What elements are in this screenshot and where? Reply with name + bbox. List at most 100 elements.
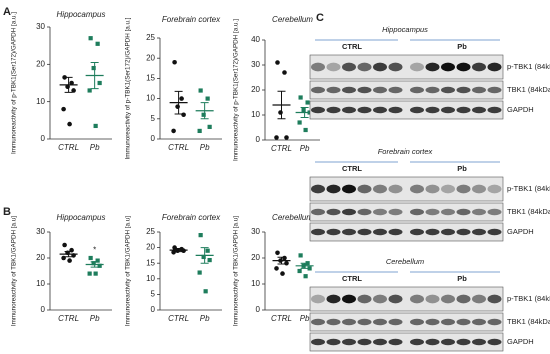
blot-row-label: TBK1 (84kDa) [507, 207, 550, 216]
data-point [298, 95, 303, 100]
blot-band [425, 208, 440, 216]
blot-band [388, 86, 403, 94]
data-point [282, 255, 287, 261]
data-point [301, 107, 306, 113]
data-point [274, 135, 279, 140]
blot-band [357, 184, 372, 194]
data-point [88, 36, 93, 41]
blot-band [441, 318, 455, 326]
y-tick-label: 0 [41, 305, 46, 314]
blot-band [388, 294, 403, 304]
blot-strip [309, 202, 504, 222]
group-label: Pb [457, 164, 467, 173]
data-point [93, 271, 98, 276]
blot-band [425, 228, 440, 236]
data-point [61, 106, 66, 112]
blot-row-label: TBK1 (84kDa) [507, 85, 550, 94]
data-point [197, 270, 202, 275]
y-tick-label: 0 [151, 134, 156, 143]
y-axis-label: Immunoreactivity of TBK1/GAPDH [a.u] [125, 216, 132, 326]
blot-band [326, 318, 341, 326]
y-tick-label: 20 [146, 53, 155, 62]
y-tick-label: 10 [251, 110, 260, 119]
error-bar [64, 76, 73, 93]
blot-title: Cerebellum [386, 257, 424, 266]
data-point [207, 124, 212, 129]
blot-band [311, 208, 325, 216]
group-label: Pb [457, 42, 467, 51]
group-label: CTRL [342, 42, 362, 51]
blot-band [456, 106, 471, 114]
chart-title: Cerebellum [272, 213, 313, 222]
blot-band [487, 228, 502, 236]
error-bar [277, 90, 286, 120]
data-point [197, 128, 202, 134]
group-label: CTRL [342, 164, 362, 173]
y-tick-label: 10 [36, 279, 45, 288]
x-tick-label: CTRL [271, 144, 292, 153]
x-tick-label: CTRL [58, 314, 79, 323]
y-tick-label: 20 [36, 253, 45, 262]
blot-row-label: p-TBK1 (84kDa) [507, 62, 550, 71]
blot-band [456, 86, 471, 94]
blot-band [388, 208, 403, 216]
error-bar [174, 90, 183, 115]
blot-band [373, 184, 387, 194]
blot-band [373, 86, 387, 94]
blot-band [326, 208, 341, 216]
data-point [303, 127, 308, 133]
data-point [205, 248, 210, 253]
chart-title: Hippocampus [57, 10, 106, 19]
blot-band [487, 208, 502, 216]
x-tick-label: Pb [200, 143, 210, 152]
blot-band [410, 184, 424, 194]
y-tick-label: 30 [251, 227, 260, 236]
data-point [207, 257, 212, 263]
data-point [275, 250, 280, 256]
blot-band [326, 228, 341, 236]
blot-band [410, 338, 424, 346]
x-tick-label: CTRL [168, 143, 189, 152]
blot-band [342, 62, 356, 72]
blot-band [441, 228, 455, 236]
blot-row-label: GAPDH [507, 337, 534, 346]
y-axis-label: Immunoreactivity of TBK1/GAPDH [a.u] [233, 216, 240, 326]
blot-band [342, 338, 356, 346]
blot-band [373, 106, 387, 114]
chart-title: Hippocampus [57, 213, 106, 222]
data-point [71, 88, 76, 93]
y-axis-label: Immunoreactivity of p-TBK1(Ser172)/GAPDH… [125, 17, 132, 159]
blot-band [441, 338, 455, 346]
y-tick-label: 10 [146, 274, 155, 283]
blot-row-label: TBK1 (84kDa) [507, 317, 550, 326]
blot-band [357, 208, 372, 216]
y-tick-label: 0 [256, 135, 261, 144]
x-tick-label: Pb [90, 314, 100, 323]
blot-band [357, 294, 372, 304]
blot-band [326, 294, 341, 304]
blot-band [342, 228, 356, 236]
data-point [172, 59, 177, 65]
blot-title: Forebrain cortex [378, 147, 433, 156]
blot-band [373, 294, 387, 304]
blot-strip [309, 312, 504, 332]
data-point [95, 258, 100, 263]
blot-band [472, 294, 486, 304]
y-tick-label: 5 [151, 290, 156, 299]
y-tick-label: 10 [251, 279, 260, 288]
data-point [205, 96, 210, 101]
x-tick-label: Pb [90, 143, 100, 152]
data-point [175, 248, 180, 254]
blot-band [326, 62, 341, 72]
blot-band [311, 86, 325, 94]
blot-row-label: GAPDH [507, 227, 534, 236]
blot-band [342, 106, 356, 114]
blot-band [326, 184, 341, 194]
blot-band [441, 184, 455, 194]
blot-band [342, 294, 356, 304]
blot-band [472, 86, 486, 94]
error-bar [200, 102, 209, 120]
blot-band [342, 208, 356, 216]
blot-band [388, 62, 403, 72]
